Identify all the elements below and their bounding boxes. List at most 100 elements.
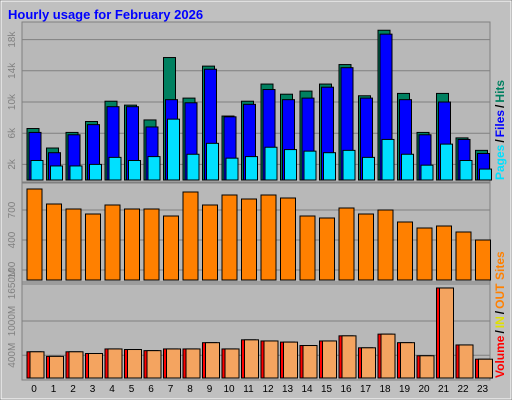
x-tick-label: 5 — [129, 384, 135, 395]
bar — [108, 156, 122, 181]
x-tick-label: 0 — [31, 384, 37, 395]
bar — [264, 146, 278, 181]
x-tick-label: 4 — [109, 384, 115, 395]
x-tick-label: 23 — [477, 384, 489, 395]
bar — [221, 194, 238, 281]
bar — [241, 198, 257, 281]
y-tick-label: 100 — [7, 261, 18, 278]
bar-face — [224, 348, 240, 379]
legend: Volume/IN/OUT — [493, 283, 507, 378]
legend-entry: Hits — [493, 80, 507, 103]
bar-face — [458, 344, 474, 379]
bar-face — [68, 351, 84, 379]
y-tick-label: 1650M — [7, 269, 18, 300]
bar — [475, 239, 491, 281]
bar — [182, 191, 199, 281]
bar-face — [419, 355, 435, 379]
bar-face — [361, 347, 376, 379]
bar — [338, 207, 355, 281]
bar — [50, 165, 63, 181]
legend-entry: Volume — [493, 335, 507, 378]
bar-face — [166, 348, 181, 379]
bar — [440, 143, 453, 181]
bar-face — [380, 333, 396, 379]
x-tick-label: 21 — [438, 384, 450, 395]
bar-face — [341, 335, 357, 379]
x-tick-label: 3 — [90, 384, 96, 395]
x-tick-label: 2 — [70, 384, 76, 395]
bar — [225, 157, 239, 181]
bar — [323, 152, 336, 181]
bar — [26, 188, 43, 281]
y-tick-label: 400M — [7, 343, 18, 368]
bar — [377, 209, 394, 281]
x-tick-label: 12 — [262, 384, 274, 395]
bar-face — [478, 358, 493, 379]
legend: Sites — [493, 251, 507, 280]
bar — [202, 204, 218, 281]
bar — [104, 204, 121, 281]
bar — [319, 217, 335, 281]
bar — [455, 231, 472, 281]
bar-face — [146, 350, 162, 379]
bar-face — [205, 342, 220, 379]
x-tick-label: 6 — [148, 384, 154, 395]
legend-entry: OUT — [493, 283, 507, 309]
bar — [459, 160, 473, 181]
x-tick-label: 17 — [360, 384, 372, 395]
bar — [163, 215, 179, 281]
legend-separator: / — [493, 310, 507, 314]
bar — [167, 118, 180, 181]
bar-face — [400, 342, 415, 379]
bar — [89, 163, 102, 181]
bar — [436, 225, 452, 281]
x-tick-label: 1 — [51, 384, 57, 395]
bar — [479, 168, 492, 181]
legend: Pages/Files/Hits — [493, 80, 507, 180]
x-tick-label: 16 — [340, 384, 352, 395]
bar — [420, 164, 434, 181]
bar-face — [439, 287, 454, 379]
bar — [381, 138, 395, 181]
bar-face — [302, 345, 318, 379]
y-tick-label: 1000M — [7, 306, 18, 337]
bar-face — [107, 348, 123, 379]
bar-face — [283, 341, 298, 379]
y-tick-label: 18k — [7, 31, 18, 48]
x-tick-label: 9 — [207, 384, 213, 395]
bar — [128, 160, 141, 181]
bar-face — [29, 351, 45, 379]
x-tick-label: 13 — [282, 384, 294, 395]
x-tick-label: 20 — [418, 384, 430, 395]
bar-face — [244, 339, 259, 379]
y-tick-label: 2k — [7, 158, 18, 170]
bar-face — [322, 340, 337, 379]
bar — [206, 142, 219, 181]
bar — [362, 156, 375, 181]
legend-entry: Sites — [493, 251, 507, 280]
bar-face — [185, 348, 201, 379]
legend-entry: Pages — [493, 144, 507, 180]
y-tick-label: 700 — [7, 201, 18, 218]
x-tick-label: 22 — [457, 384, 469, 395]
legend-separator: / — [493, 330, 507, 334]
bar — [143, 208, 160, 281]
bar-face — [88, 353, 103, 379]
bar-face — [127, 349, 142, 379]
bar — [284, 149, 297, 181]
y-tick-label: 10k — [7, 93, 18, 110]
y-tick-label: 400 — [7, 231, 18, 248]
legend-entry: IN — [493, 316, 507, 328]
bar — [303, 150, 317, 181]
bar — [69, 165, 83, 181]
legend-separator: / — [493, 104, 507, 108]
y-tick-label: 6k — [7, 127, 18, 139]
bar — [85, 213, 101, 281]
chart-title: Hourly usage for February 2026 — [8, 7, 203, 22]
legend-separator: / — [493, 139, 507, 143]
bar — [65, 208, 82, 281]
x-tick-label: 8 — [187, 384, 193, 395]
bar — [299, 215, 316, 281]
bar — [186, 153, 200, 181]
